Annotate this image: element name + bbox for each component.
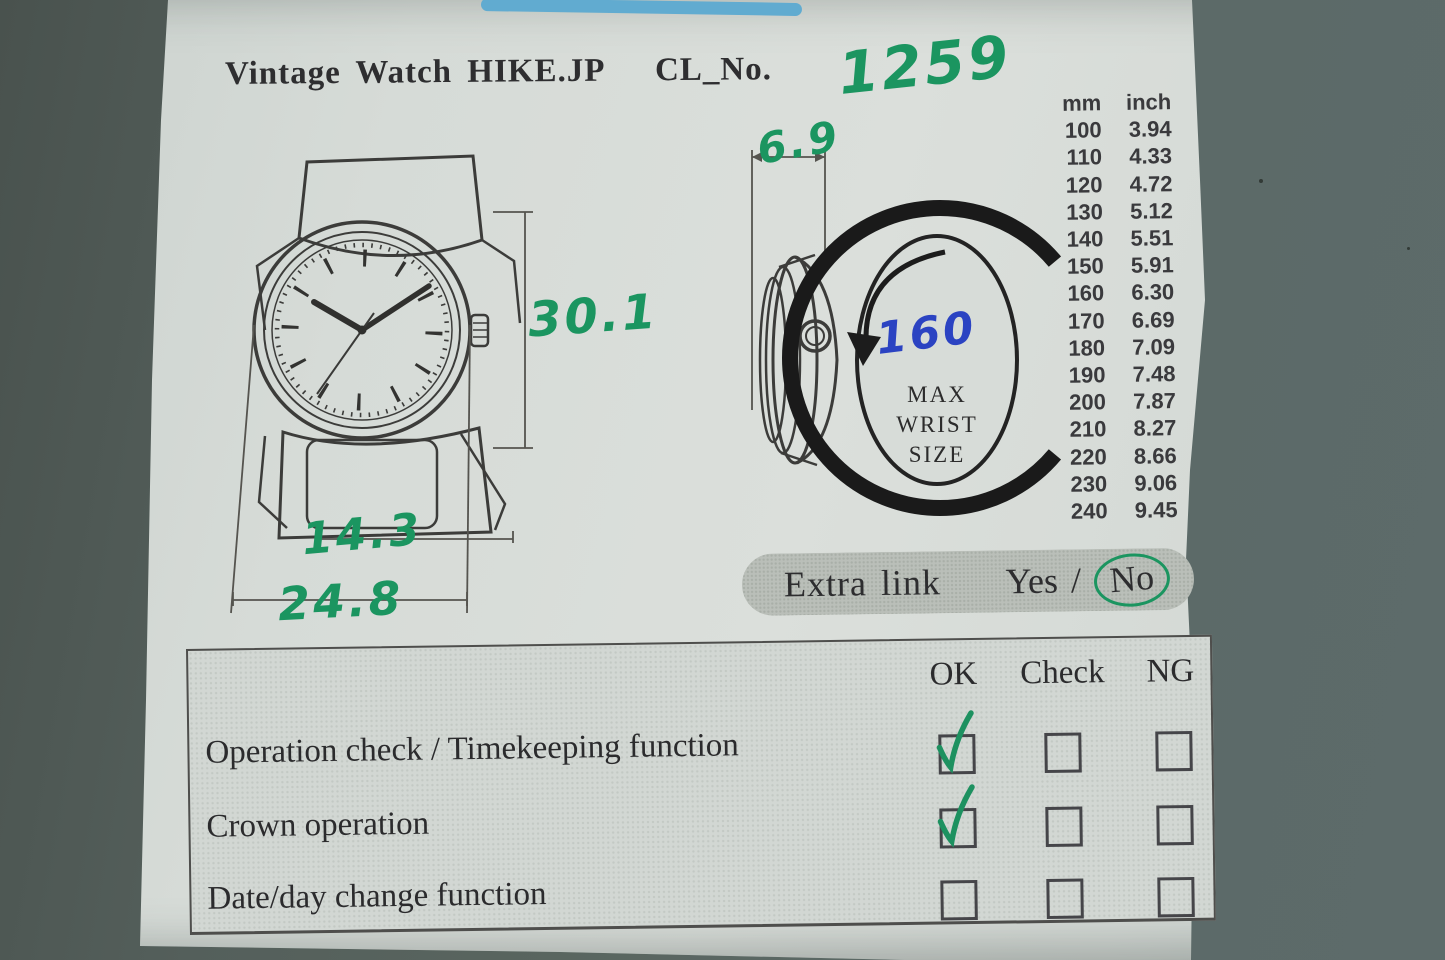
conversion-row: 140 5.51 [1066, 225, 1174, 252]
max-wrist-label-2: WRIST [896, 412, 978, 437]
checkbox-ok [937, 784, 977, 849]
page-title: Vintage Watch HIKE.JP [224, 52, 606, 92]
checklist-table: OK Check NG Operation check / Timekeepin… [186, 634, 1216, 935]
no-circle-annotation: No [1091, 549, 1173, 610]
second-hand [316, 312, 375, 395]
conversion-row: 120 4.72 [1065, 170, 1173, 198]
conversion-row: 230 9.06 [1070, 469, 1178, 497]
check-mark-icon [937, 784, 975, 848]
extra-link-yes: Yes [1005, 560, 1059, 602]
conversion-row: 240 9.45 [1070, 497, 1178, 524]
column-header-ng: NG [1146, 652, 1195, 690]
arrow-icon [863, 249, 946, 341]
height-dimension-value: 30.1 [526, 283, 661, 349]
conversion-row: 190 7.48 [1068, 361, 1176, 388]
conversion-header-row: mm inch [1053, 88, 1172, 117]
max-wrist-handwritten-value: 160 [873, 302, 980, 365]
dust-speck [1259, 179, 1263, 183]
lug-width-dimension-value: 14.3 [299, 503, 425, 566]
minute-hand [359, 283, 432, 333]
watch-side-drawing: MAX WRIST SIZE [751, 148, 1098, 516]
max-wrist-label-1: MAX [907, 382, 967, 407]
row-label: Date/day change function [207, 875, 547, 917]
conversion-row: 220 8.66 [1069, 442, 1177, 470]
checkbox-ok [940, 879, 978, 921]
checkbox-ng [1155, 730, 1193, 772]
table-row: Operation check / Timekeeping function [189, 710, 1212, 799]
extra-link-row: Extra link Yes / No [741, 547, 1195, 616]
checkbox-check [1045, 806, 1083, 848]
case-width-dimension-value: 24.8 [276, 570, 405, 632]
column-header-check: Check [1020, 654, 1105, 692]
conversion-row: 210 8.27 [1069, 415, 1177, 443]
conversion-row: 200 7.87 [1068, 388, 1177, 416]
cl-no-label: CL_No. [654, 51, 773, 89]
conversion-row: 170 6.69 [1067, 306, 1175, 334]
checkbox-ok [936, 710, 976, 775]
extra-link-label: Extra link [783, 562, 942, 605]
checkbox-ng [1156, 804, 1194, 846]
conversion-row: 100 3.94 [1064, 116, 1172, 144]
cl-no-handwritten-value: 1259 [834, 22, 1015, 108]
inch-header: inch [1125, 89, 1172, 115]
check-mark-icon [936, 710, 974, 774]
checkbox-check [1046, 878, 1084, 920]
conversion-row: 160 6.30 [1067, 279, 1175, 307]
checkbox-ng [1157, 876, 1195, 918]
table-row: Crown operation [190, 784, 1213, 873]
extra-link-no: No [1108, 556, 1156, 600]
dust-speck [1407, 247, 1410, 250]
mm-header: mm [1061, 90, 1102, 116]
mm-inch-conversion-table: mm inch 100 3.94 110 4.33 120 4.72 130 5.12 … [1053, 88, 1178, 525]
crown [469, 313, 490, 348]
conversion-row: 110 4.33 [1066, 143, 1173, 171]
conversion-row: 180 7.09 [1068, 333, 1176, 361]
extra-link-slash: / [1070, 560, 1082, 601]
row-label: Operation check / Timekeeping function [205, 727, 740, 771]
conversion-row: 130 5.12 [1066, 197, 1174, 225]
watch-front-drawing [230, 154, 533, 614]
wrist-oval [855, 234, 1019, 486]
conversion-row: 150 5.91 [1066, 252, 1174, 280]
checkbox-check [1044, 732, 1082, 774]
crown-side [798, 319, 832, 353]
row-label: Crown operation [206, 805, 430, 845]
hour-hand [311, 299, 365, 333]
column-header-ok: OK [929, 655, 978, 693]
max-wrist-label-3: SIZE [909, 442, 966, 467]
strap-wrap-arc [782, 200, 1098, 516]
